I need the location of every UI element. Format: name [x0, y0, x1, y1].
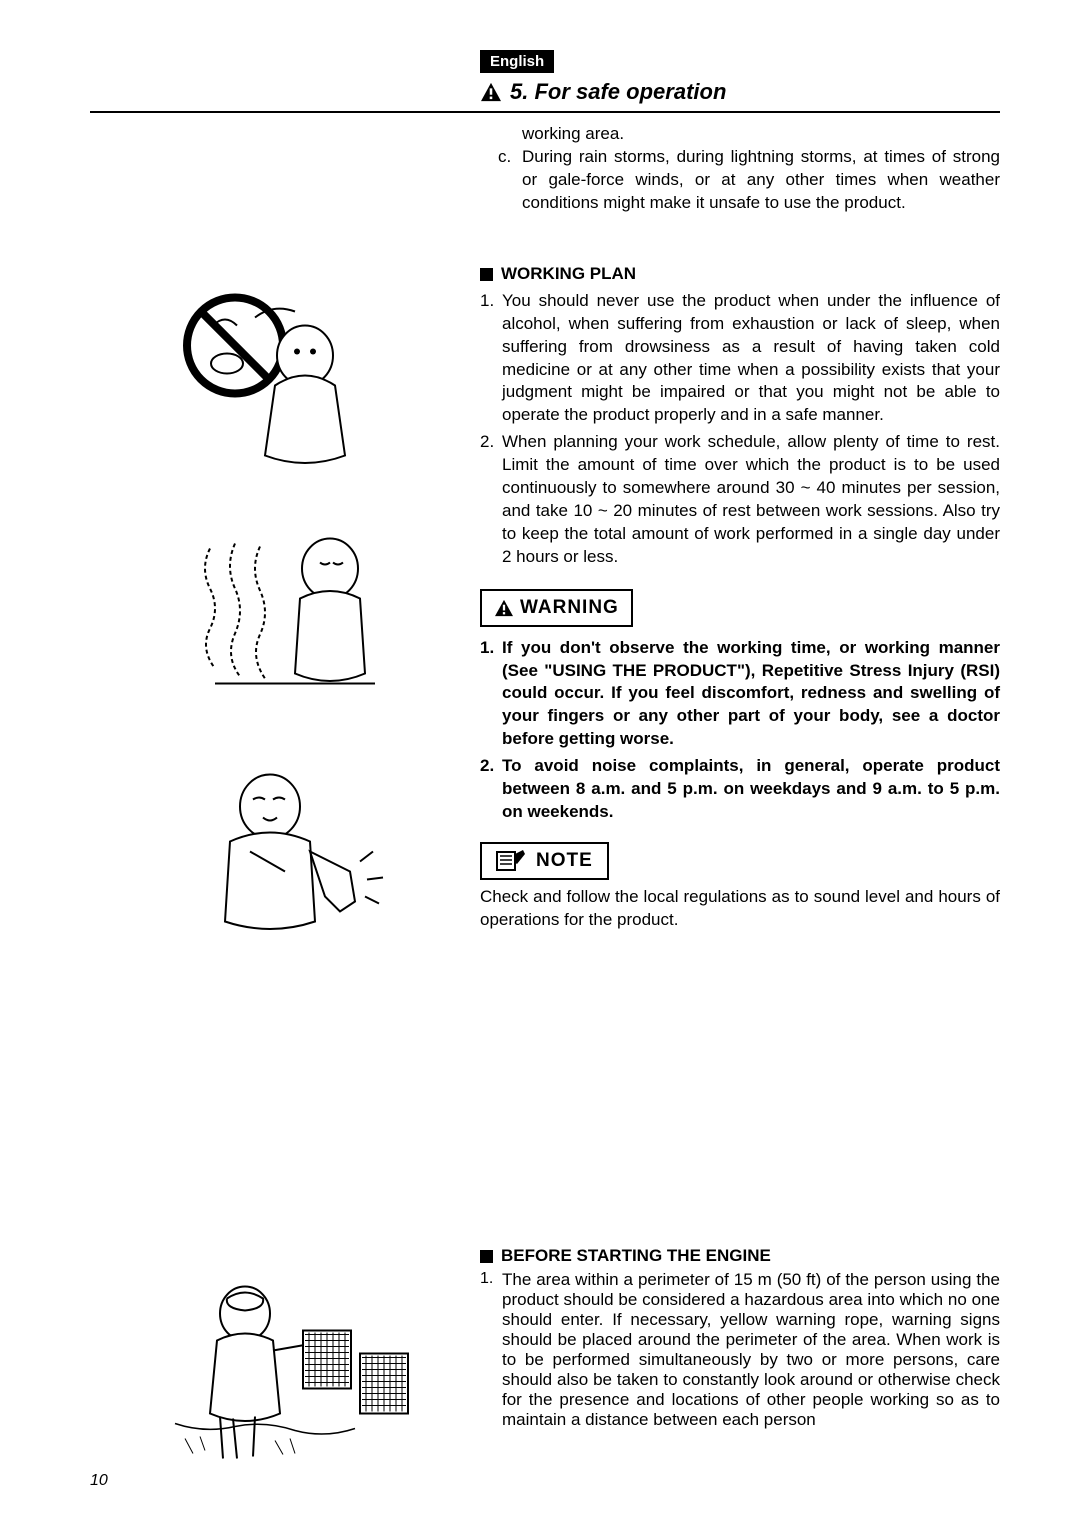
item-text: You should never use the product when un… [502, 290, 1000, 428]
content-columns: working area. c. During rain storms, dur… [90, 123, 1000, 1246]
square-bullet-icon [480, 1250, 493, 1263]
square-bullet-icon [480, 268, 493, 281]
heading-text: BEFORE STARTING THE ENGINE [501, 1246, 771, 1266]
item-text: During rain storms, during lightning sto… [522, 146, 1000, 215]
note-callout: NOTE [480, 842, 609, 880]
illustration-tired [155, 506, 415, 721]
before-starting-heading: BEFORE STARTING THE ENGINE [480, 1246, 1000, 1266]
warning-item: 1. If you don't observe the working time… [480, 637, 1000, 752]
language-badge: English [480, 50, 554, 73]
item-text: If you don't observe the working time, o… [502, 637, 1000, 752]
note-text: Check and follow the local regulations a… [480, 886, 1000, 932]
item-number: 1. [480, 1270, 502, 1430]
lower-text-area: BEFORE STARTING THE ENGINE 1. The area w… [480, 1246, 1000, 1486]
text-column: working area. c. During rain storms, dur… [480, 123, 1000, 1246]
warning-item: 2. To avoid noise complaints, in general… [480, 755, 1000, 824]
item-number: 1. [480, 290, 502, 428]
notebook-icon [496, 850, 526, 872]
manual-page: English 5. For safe operation [0, 0, 1080, 1526]
illustration-column [90, 123, 480, 1246]
item-number: 1. [480, 637, 502, 752]
item-text: The area within a perimeter of 15 m (50 … [502, 1270, 1000, 1430]
warning-callout: WARNING [480, 589, 633, 627]
item-marker: c. [480, 146, 522, 215]
spacer [480, 932, 1000, 1028]
item-number: 2. [480, 755, 502, 824]
header-rule [90, 111, 1000, 113]
section-title: 5. For safe operation [510, 79, 726, 105]
numbered-item: 2. When planning your work schedule, all… [480, 431, 1000, 569]
page-header: English 5. For safe operation [480, 50, 1000, 105]
illustration-perimeter [145, 1256, 425, 1486]
warning-label: WARNING [520, 595, 619, 621]
illustration-no-alcohol [155, 273, 415, 478]
item-number: 2. [480, 431, 502, 569]
numbered-item: 1. The area within a perimeter of 15 m (… [480, 1270, 1000, 1430]
illustration-hand-injury [155, 749, 415, 959]
page-number: 10 [90, 1472, 108, 1490]
lower-section: BEFORE STARTING THE ENGINE 1. The area w… [90, 1246, 1000, 1486]
continued-text: working area. [480, 123, 1000, 146]
note-label: NOTE [536, 848, 593, 874]
lower-illustration-area [90, 1246, 480, 1486]
working-plan-heading: WORKING PLAN [480, 263, 1000, 286]
heading-text: WORKING PLAN [501, 263, 636, 286]
numbered-item: 1. You should never use the product when… [480, 290, 1000, 428]
item-text: When planning your work schedule, allow … [502, 431, 1000, 569]
warning-triangle-icon [494, 599, 514, 617]
item-text: To avoid noise complaints, in general, o… [502, 755, 1000, 824]
section-title-row: 5. For safe operation [480, 79, 1000, 105]
list-item-c: c. During rain storms, during lightning … [480, 146, 1000, 215]
warning-triangle-icon [480, 82, 502, 102]
